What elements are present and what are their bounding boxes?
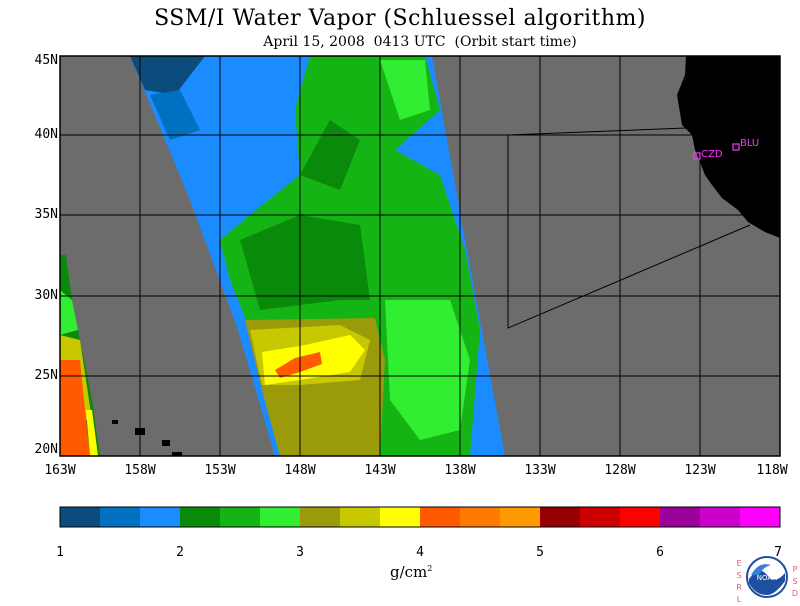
legend-tick-2: 2 <box>176 545 184 560</box>
legend-swatch <box>260 507 300 527</box>
lon-label-133w: 133W <box>524 463 556 478</box>
left-swath-light <box>60 290 78 335</box>
legend-tick-3: 3 <box>296 545 304 560</box>
lon-label-163w: 163W <box>44 463 76 478</box>
legend-swatch <box>300 507 340 527</box>
legend-swatch <box>500 507 540 527</box>
map-subtitle: April 15, 2008 0413 UTC (Orbit start tim… <box>263 34 577 50</box>
lat-label-45n: 45N <box>34 53 58 68</box>
main-swath-darkblue <box>130 56 205 95</box>
legend-tick-7: 7 <box>774 545 782 560</box>
legend-swatch <box>100 507 140 527</box>
main-swath-midblue <box>150 90 200 140</box>
station-czd-marker <box>693 152 701 160</box>
legend-swatch <box>340 507 380 527</box>
legend-swatch <box>460 507 500 527</box>
land-west-coast <box>677 56 780 238</box>
lon-label-118w: 118W <box>756 463 788 478</box>
legend-swatch <box>140 507 180 527</box>
legend-color-bar <box>59 506 781 528</box>
legend-swatch <box>180 507 220 527</box>
legend-swatch <box>580 507 620 527</box>
legend-frame <box>59 506 781 528</box>
main-swath-lightgreen-1 <box>380 60 430 120</box>
lon-label-143w: 143W <box>364 463 396 478</box>
main-swath-lightgreen-2 <box>385 300 470 440</box>
lat-label-20n: 20N <box>34 442 58 457</box>
graticule <box>60 56 780 456</box>
legend-unit: g/cm2 <box>390 563 433 581</box>
legend-tick-5: 5 <box>536 545 544 560</box>
left-swath-orange <box>60 360 90 456</box>
legend-swatch <box>620 507 660 527</box>
legend-swatch <box>60 507 100 527</box>
island-3 <box>162 440 170 446</box>
island-4 <box>172 452 182 456</box>
map-title: SSM/I Water Vapor (Schluessel algorithm) <box>154 6 646 31</box>
station-blu-marker <box>732 143 740 151</box>
legend-tick-6: 6 <box>656 545 664 560</box>
noaa-logo-text: NOAA <box>757 574 778 582</box>
left-swath-yellow-edge <box>86 410 98 456</box>
lat-label-25n: 25N <box>34 368 58 383</box>
lat-label-40n: 40N <box>34 127 58 142</box>
legend-swatch <box>380 507 420 527</box>
lon-label-158w: 158W <box>124 463 156 478</box>
region-outline <box>507 135 751 329</box>
lon-label-138w: 138W <box>444 463 476 478</box>
lon-label-123w: 123W <box>684 463 716 478</box>
main-swath-darkgreen-1 <box>240 215 370 310</box>
main-swath-orange <box>275 352 322 378</box>
main-swath-darkgreen-2 <box>300 120 360 190</box>
noaa-logo: NOAA <box>746 556 788 598</box>
legend-tick-1: 1 <box>56 545 64 560</box>
legend-swatch <box>420 507 460 527</box>
legend-swatch <box>220 507 260 527</box>
lon-label-128w: 128W <box>604 463 636 478</box>
legend-tick-4: 4 <box>416 545 424 560</box>
lon-label-153w: 153W <box>204 463 236 478</box>
station-czd-label: CZD <box>701 149 723 160</box>
map-frame <box>59 55 781 457</box>
lat-label-30n: 30N <box>34 288 58 303</box>
lat-label-35n: 35N <box>34 207 58 222</box>
lon-label-148w: 148W <box>284 463 316 478</box>
legend-swatch <box>660 507 700 527</box>
legend-swatch <box>700 507 740 527</box>
island-1 <box>112 420 118 424</box>
legend-swatch <box>740 507 780 527</box>
legend-swatch <box>540 507 580 527</box>
region-outline-top <box>507 127 687 136</box>
station-blu-label: BLU <box>740 138 759 149</box>
